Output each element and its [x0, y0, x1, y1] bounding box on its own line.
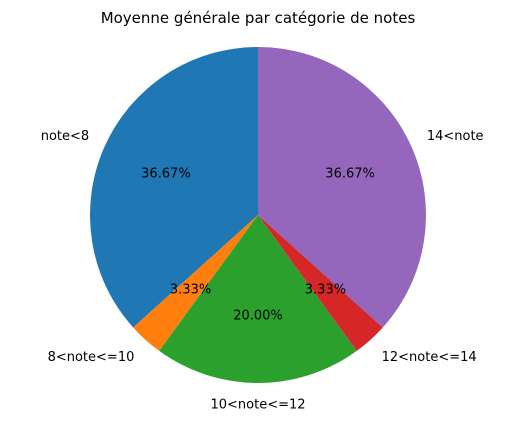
pie-slice-1: [133, 215, 258, 351]
slice-value-label-1: 3.33%: [170, 282, 211, 297]
pie-slice-2: [159, 215, 357, 383]
pie-labels: note<8 36.67% 8<note<=10 3.33% 10<note<=12 20…: [41, 129, 484, 413]
slice-category-label-2: 10<note<=12: [210, 398, 305, 413]
slice-value-label-0: 36.67%: [141, 167, 191, 182]
slice-category-label-1: 8<note<=10: [48, 350, 135, 365]
slice-category-label-3: 12<note<=14: [382, 350, 477, 365]
pie-slice-0: [90, 47, 258, 328]
slice-category-label-4: 14<note: [427, 129, 484, 144]
chart-title: Moyenne générale par catégorie de notes: [101, 9, 416, 27]
pie-slice-3: [258, 215, 383, 351]
slice-value-label-2: 20.00%: [233, 308, 283, 323]
slice-category-label-0: note<8: [41, 129, 89, 144]
slice-value-label-3: 3.33%: [305, 282, 346, 297]
pie-slices: [90, 47, 426, 383]
pie-slice-4: [258, 47, 426, 328]
slice-value-label-4: 36.67%: [325, 167, 375, 182]
